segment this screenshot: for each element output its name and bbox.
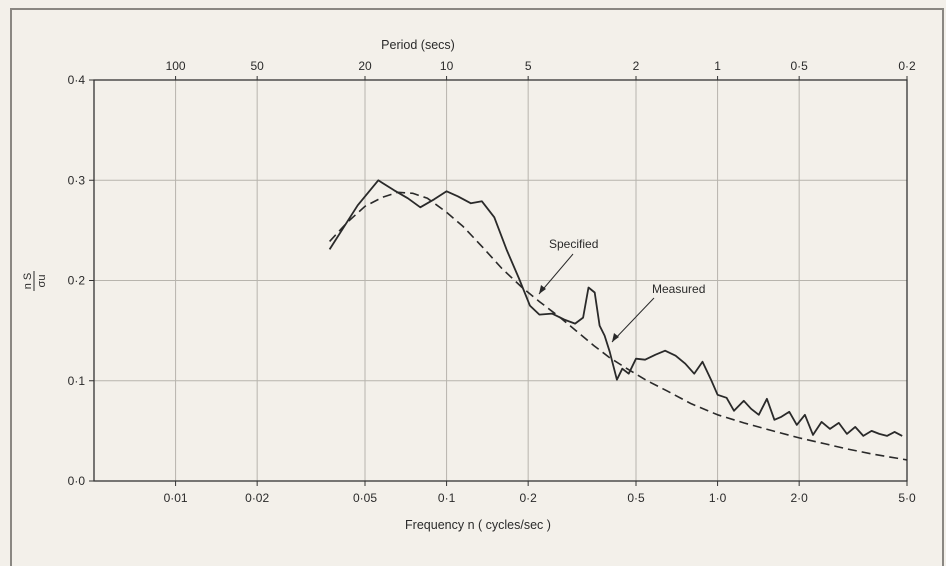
period-tick-label: 100 (166, 59, 186, 73)
period-tick-label: 0·5 (790, 59, 808, 73)
x-tick-label: 0·02 (245, 491, 269, 505)
period-axis-title: Period (secs) (381, 38, 455, 52)
x-tick-label: 0·01 (164, 491, 188, 505)
y-ticks: 0·0 0·1 0·2 0·3 0·4 (68, 73, 94, 488)
y-tick-label: 0·4 (68, 73, 86, 87)
specified-label: Specified (549, 237, 598, 251)
x-tick-label: 5·0 (898, 491, 916, 505)
x-tick-label: 0·5 (627, 491, 645, 505)
grid (94, 80, 907, 481)
x-tick-label: 0·2 (519, 491, 537, 505)
x-tick-label: 1·0 (709, 491, 727, 505)
y-axis-numerator: n S (22, 273, 34, 290)
specified-series-line (329, 191, 908, 461)
period-tick-label: 20 (358, 59, 372, 73)
specified-arrowhead (539, 285, 546, 294)
y-tick-label: 0·1 (68, 374, 86, 388)
x-tick-label: 0·05 (353, 491, 377, 505)
period-tick-label: 50 (250, 59, 264, 73)
series (328, 179, 908, 461)
y-tick-label: 0·2 (68, 274, 86, 288)
period-tick-label: 2 (633, 59, 640, 73)
period-tick-label: 1 (714, 59, 721, 73)
period-ticks: 100 50 20 10 5 2 1 0·5 0·2 (166, 59, 916, 80)
annotation-measured: Measured (611, 282, 705, 343)
specified-arrow (538, 253, 574, 295)
y-axis-title: n S σu (22, 271, 48, 291)
x-tick-label: 2·0 (790, 491, 808, 505)
y-axis-denominator: σu (36, 275, 48, 288)
period-tick-label: 0·2 (898, 59, 916, 73)
x-ticks: 0·01 0·02 0·05 0·1 0·2 0·5 1·0 2·0 5·0 (164, 481, 916, 505)
x-tick-label: 0·1 (438, 491, 456, 505)
measured-arrow (611, 297, 655, 343)
period-tick-label: 10 (440, 59, 454, 73)
figure-frame (10, 8, 944, 566)
y-tick-label: 0·0 (68, 474, 86, 488)
annotation-specified: Specified (538, 237, 598, 295)
x-axis-title: Frequency n ( cycles/sec ) (405, 518, 551, 532)
period-tick-label: 5 (525, 59, 532, 73)
measured-series-line (328, 179, 903, 437)
y-tick-label: 0·3 (68, 173, 86, 187)
measured-arrowhead (612, 333, 619, 342)
measured-label: Measured (652, 282, 705, 296)
